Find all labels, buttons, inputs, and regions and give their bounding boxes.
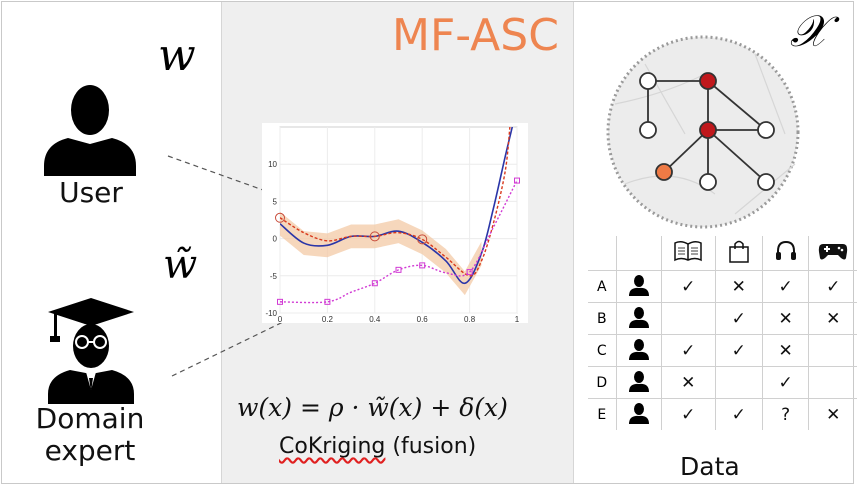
cell-headphones: ✕ [761, 302, 810, 335]
gamepad-icon [819, 244, 848, 260]
low-fidelity-sample [419, 262, 426, 269]
headphones-icon [775, 240, 796, 260]
high-fidelity-sample [417, 234, 428, 245]
data-table: A ✓ ✕ ✓ ✓ B ✓ ✕ ✕ C ✓ ✓ ✕ D ✕ ✓ [588, 236, 857, 430]
high-fidelity-sample [369, 231, 380, 242]
y-tick-label: -5 [270, 272, 278, 281]
x-tick-label: 0.2 [322, 315, 334, 323]
table-row: C ✓ ✓ ✕ [588, 334, 857, 367]
y-tick-label: -10 [265, 309, 277, 318]
cell-book: ✓ [661, 334, 716, 367]
row-id: E [588, 398, 617, 430]
cell-bag: ✓ [714, 398, 763, 430]
cell-bag: ✓ [714, 302, 763, 335]
w-symbol: w [158, 30, 196, 81]
low-fidelity-sample [466, 269, 473, 276]
x-tick-label: 0 [278, 315, 283, 323]
x-tick-label: 0.6 [417, 315, 429, 323]
high-fidelity-line [280, 127, 514, 285]
cell-gamepad: ✕ [808, 398, 857, 430]
low-fidelity-sample [395, 266, 402, 273]
x-tick-label: 1 [515, 315, 520, 323]
graph-node-selected [699, 121, 717, 139]
w-tilde-symbol: w̃ [163, 242, 198, 288]
y-tick-label: 10 [268, 160, 277, 169]
graph-node [757, 121, 775, 139]
x-symbol: 𝒳 [790, 6, 828, 57]
right-divider [573, 2, 574, 483]
cell-bag [714, 366, 763, 399]
x-tick-label: 0.8 [464, 315, 476, 323]
x-tick-label: 0.4 [369, 315, 381, 323]
cell-book: ✓ [661, 398, 716, 430]
graph-node-candidate [655, 163, 673, 181]
cell-gamepad [808, 334, 857, 367]
left-divider [221, 2, 222, 483]
cell-headphones: ✕ [761, 334, 810, 367]
table-row: B ✓ ✕ ✕ [588, 302, 857, 335]
graduate-icon [48, 298, 134, 404]
expert-label-line1: Domain [35, 402, 145, 435]
user-icon [628, 274, 649, 296]
expert-label-line2: expert [44, 434, 136, 467]
row-id: B [588, 302, 617, 335]
book-icon [674, 240, 703, 262]
y-tick-label: 5 [273, 197, 278, 206]
shopping-bag-icon [728, 240, 749, 263]
cell-book: ✕ [661, 366, 716, 399]
user-icon [628, 370, 649, 392]
high-fidelity-sample [275, 212, 285, 223]
user-icon [628, 338, 649, 360]
cell-gamepad: ✓ [808, 270, 857, 303]
fusion-caption: CoKriging (fusion) [279, 434, 476, 459]
table-row: E ✓ ✓ ? ✕ [588, 398, 857, 430]
cell-headphones: ✓ [761, 366, 810, 399]
low-fidelity-line [280, 180, 517, 304]
user-icon [628, 402, 649, 424]
fusion-equation: w(x) = ρ · w̃(x) + δ(x) [237, 393, 508, 422]
graph-node [699, 173, 717, 191]
data-label: Data [680, 452, 740, 481]
cell-headphones: ✓ [761, 270, 810, 303]
table-header-row [588, 236, 857, 271]
low-fidelity-sample [514, 177, 520, 184]
y-tick-label: 0 [273, 235, 278, 244]
row-id: C [588, 334, 617, 367]
graph-node [639, 121, 657, 139]
graph-node [639, 72, 657, 90]
cell-bag: ✕ [714, 270, 763, 303]
user-icon [628, 306, 649, 328]
table-row: D ✕ ✓ [588, 366, 857, 399]
low-fidelity-sample [324, 298, 331, 305]
graph-icon [606, 35, 800, 229]
cell-book [661, 302, 716, 335]
low-fidelity-sample [371, 280, 378, 287]
fusion-word: (fusion) [392, 434, 477, 459]
cell-gamepad: ✕ [808, 302, 857, 335]
user-icon [44, 85, 136, 176]
uncertainty-band [280, 211, 482, 296]
user-label: User [59, 176, 123, 209]
row-id: A [588, 270, 617, 303]
method-title: MF-ASC [392, 10, 559, 61]
graph-nodes [639, 72, 775, 191]
low-fidelity-sample [277, 298, 283, 305]
cell-gamepad [808, 366, 857, 399]
cell-book: ✓ [661, 270, 716, 303]
graph-node-selected [699, 72, 717, 90]
expert-label: Domain expert [26, 403, 154, 467]
cokriging-word: CoKriging [279, 434, 386, 459]
cell-bag: ✓ [714, 334, 763, 367]
cell-headphones: ? [761, 398, 810, 430]
graph-node [757, 173, 775, 191]
row-id: D [588, 366, 617, 399]
cokriging-chart: 10 5 0 -5 -10 0 0.2 0.4 0.6 0.8 1 [262, 123, 528, 324]
table-row: A ✓ ✕ ✓ ✓ [588, 270, 857, 303]
